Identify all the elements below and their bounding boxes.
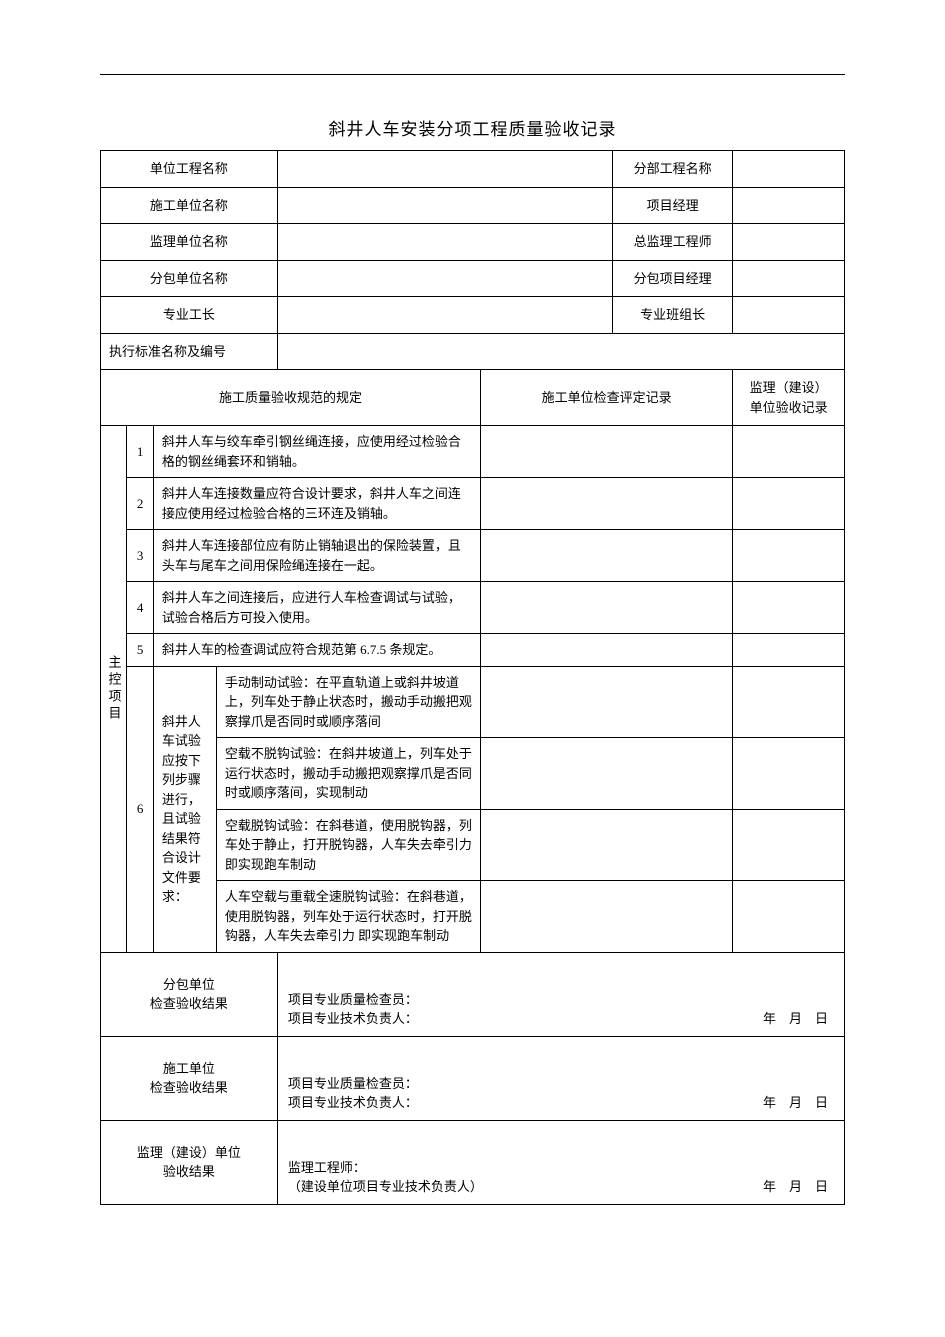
document-title: 斜井人车安装分项工程质量验收记录 — [100, 115, 845, 140]
sub-tech-line: 项目专业技术负责人： — [288, 1009, 418, 1029]
item-num-4: 4 — [127, 582, 153, 634]
sup-field-3[interactable] — [733, 530, 845, 582]
sup-date: 年 月 日 — [763, 1177, 834, 1197]
item-text-3: 斜井人车连接部位应有防止销轴退出的保险装置，且头车与尾车之间用保险绳连接在一起。 — [153, 530, 480, 582]
label-project-manager: 项目经理 — [613, 187, 733, 224]
item-num-2: 2 — [127, 478, 153, 530]
item-text-5: 斜井人车的检查调试应符合规范第 6.7.5 条规定。 — [153, 634, 480, 667]
field-construction-unit[interactable] — [277, 187, 612, 224]
field-sub-project[interactable] — [733, 151, 845, 188]
sup-field-4[interactable] — [733, 582, 845, 634]
eval-field-6b[interactable] — [481, 738, 733, 810]
main-control-label: 主控项目 — [101, 426, 127, 953]
sub-date: 年 月 日 — [763, 1009, 834, 1029]
header-supervisor: 监理（建设） 单位验收记录 — [733, 370, 845, 426]
eval-field-5[interactable] — [481, 634, 733, 667]
label-construction-unit: 施工单位名称 — [101, 187, 278, 224]
eval-field-2[interactable] — [481, 478, 733, 530]
label-team-leader: 专业班组长 — [613, 297, 733, 334]
field-subcontract-pm[interactable] — [733, 260, 845, 297]
eval-field-1[interactable] — [481, 426, 733, 478]
label-sub-project: 分部工程名称 — [613, 151, 733, 188]
field-subcontract-unit[interactable] — [277, 260, 612, 297]
label-con-result: 施工单位 检查验收结果 — [101, 1036, 278, 1120]
sup-field-5[interactable] — [733, 634, 845, 667]
field-foreman[interactable] — [277, 297, 612, 334]
label-foreman: 专业工长 — [101, 297, 278, 334]
page-top-rule — [100, 74, 845, 75]
sup-field-2[interactable] — [733, 478, 845, 530]
sup-field-6b[interactable] — [733, 738, 845, 810]
field-team-leader[interactable] — [733, 297, 845, 334]
con-date: 年 月 日 — [763, 1093, 834, 1113]
item-text-1: 斜井人车与绞车牵引钢丝绳连接，应使用经过检验合格的钢丝绳套环和销轴。 — [153, 426, 480, 478]
con-tech-line: 项目专业技术负责人： — [288, 1093, 418, 1113]
item-num-6: 6 — [127, 666, 153, 952]
header-spec: 施工质量验收规范的规定 — [101, 370, 481, 426]
item-text-6-intro: 斜井人 车试验 应按下 列步骤 进行， 且试验 结果符 合设计 文件要 求： — [153, 666, 216, 952]
field-supervision-unit[interactable] — [277, 224, 612, 261]
item-num-5: 5 — [127, 634, 153, 667]
sub-quality-line: 项目专业质量检查员： — [288, 990, 834, 1010]
item-num-3: 3 — [127, 530, 153, 582]
con-result-block[interactable]: 项目专业质量检查员： 项目专业技术负责人： 年 月 日 — [277, 1036, 844, 1120]
eval-field-6a[interactable] — [481, 666, 733, 738]
label-supervision-unit: 监理单位名称 — [101, 224, 278, 261]
field-project-manager[interactable] — [733, 187, 845, 224]
label-sub-result: 分包单位 检查验收结果 — [101, 952, 278, 1036]
sup-line-1: 监理工程师： — [288, 1158, 834, 1178]
sup-field-6d[interactable] — [733, 881, 845, 953]
item-text-4: 斜井人车之间连接后，应进行人车检查调试与试验，试验合格后方可投入使用。 — [153, 582, 480, 634]
label-subcontract-unit: 分包单位名称 — [101, 260, 278, 297]
sup-field-6a[interactable] — [733, 666, 845, 738]
eval-field-4[interactable] — [481, 582, 733, 634]
label-sup-result: 监理（建设）单位 验收结果 — [101, 1120, 278, 1204]
sub-result-block[interactable]: 项目专业质量检查员： 项目专业技术负责人： 年 月 日 — [277, 952, 844, 1036]
sup-result-block[interactable]: 监理工程师： （建设单位项目专业技术负责人） 年 月 日 — [277, 1120, 844, 1204]
label-unit-project: 单位工程名称 — [101, 151, 278, 188]
sup-field-1[interactable] — [733, 426, 845, 478]
label-chief-engineer: 总监理工程师 — [613, 224, 733, 261]
field-unit-project[interactable] — [277, 151, 612, 188]
field-standard[interactable] — [277, 333, 844, 370]
field-chief-engineer[interactable] — [733, 224, 845, 261]
eval-field-3[interactable] — [481, 530, 733, 582]
item-text-6b: 空载不脱钩试验：在斜井坡道上，列车处于运行状态时，搬动手动搬把观察撑爪是否同时或… — [216, 738, 480, 810]
sup-line-2: （建设单位项目专业技术负责人） — [288, 1177, 483, 1197]
item-text-6a: 手动制动试验：在平直轨道上或斜井坡道上，列车处于静止状态时，搬动手动搬把观察撑爪… — [216, 666, 480, 738]
item-num-1: 1 — [127, 426, 153, 478]
label-standard: 执行标准名称及编号 — [101, 333, 278, 370]
main-table: 单位工程名称 分部工程名称 施工单位名称 项目经理 监理单位名称 总监理工程师 … — [100, 150, 845, 1205]
eval-field-6d[interactable] — [481, 881, 733, 953]
item-text-6c: 空载脱钩试验：在斜巷道，使用脱钩器，列车处于静止，打开脱钩器，人车失去牵引力即实… — [216, 809, 480, 881]
eval-field-6c[interactable] — [481, 809, 733, 881]
header-unit-eval: 施工单位检查评定记录 — [481, 370, 733, 426]
con-quality-line: 项目专业质量检查员： — [288, 1074, 834, 1094]
label-subcontract-pm: 分包项目经理 — [613, 260, 733, 297]
sup-field-6c[interactable] — [733, 809, 845, 881]
item-text-2: 斜井人车连接数量应符合设计要求，斜井人车之间连接应使用经过检验合格的三环连及销轴… — [153, 478, 480, 530]
item-text-6d: 人车空载与重载全速脱钩试验：在斜巷道，使用脱钩器，列车处于运行状态时，打开脱钩器… — [216, 881, 480, 953]
